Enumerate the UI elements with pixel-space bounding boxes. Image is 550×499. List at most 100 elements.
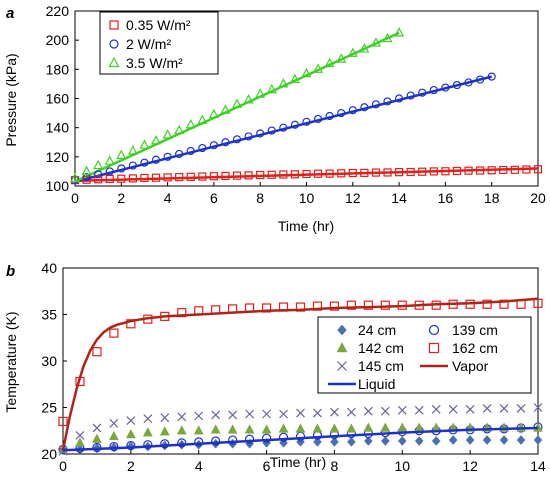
data-point xyxy=(347,47,358,57)
data-point xyxy=(70,172,80,183)
panel-a-label: a xyxy=(6,5,14,22)
data-point xyxy=(143,414,153,424)
data-point xyxy=(414,405,424,415)
series-fit-line xyxy=(74,75,493,183)
data-point xyxy=(255,88,266,98)
data-point xyxy=(228,410,238,420)
data-point xyxy=(380,436,390,446)
data-point xyxy=(371,100,381,109)
data-point xyxy=(117,174,126,183)
data-point xyxy=(516,435,526,445)
data-point xyxy=(452,80,462,90)
data-point xyxy=(414,436,424,446)
panel-a-legend-box xyxy=(99,11,219,75)
data-point xyxy=(125,428,136,439)
data-point xyxy=(448,435,458,445)
data-point xyxy=(128,174,137,183)
data-point xyxy=(245,409,255,419)
data-point xyxy=(364,436,373,446)
data-point xyxy=(313,63,324,73)
data-point xyxy=(452,166,462,176)
data-point xyxy=(482,299,492,309)
panel-b-y-axis-label: Temperature (K) xyxy=(3,311,19,412)
data-point xyxy=(499,435,509,445)
legend-marker xyxy=(337,324,347,336)
data-point xyxy=(58,446,68,456)
data-point xyxy=(360,168,369,177)
x-tick-label: 2 xyxy=(127,458,135,474)
data-point xyxy=(348,106,357,115)
data-point xyxy=(94,170,103,179)
data-point xyxy=(476,75,485,84)
data-point xyxy=(151,155,161,164)
data-point xyxy=(533,435,543,445)
y-tick-label: 160 xyxy=(46,91,70,107)
panel-b-legend: 24 cm 139 cm 142 cm 162 cm 145 cm Vapor Liquid xyxy=(317,316,532,394)
data-point xyxy=(429,167,438,176)
data-point xyxy=(487,72,496,81)
data-point xyxy=(313,437,322,447)
data-point xyxy=(383,97,392,106)
data-point xyxy=(194,411,204,421)
x-tick-label: 12 xyxy=(462,458,478,474)
panel-a-legend: 0.35 W/m² 2 W/m² 3.5 W/m² xyxy=(99,11,219,75)
data-point xyxy=(159,426,170,436)
data-point xyxy=(418,167,427,176)
data-point xyxy=(313,169,323,178)
data-point xyxy=(186,146,195,156)
y-tick-label: 200 xyxy=(46,32,70,48)
data-point xyxy=(193,425,204,435)
data-point xyxy=(395,168,404,177)
data-point xyxy=(174,124,185,135)
data-point xyxy=(325,169,334,178)
data-point xyxy=(160,439,170,449)
x-tick-label: 14 xyxy=(530,458,546,474)
data-point xyxy=(256,129,265,138)
data-point xyxy=(302,117,311,126)
data-point xyxy=(278,423,289,433)
data-point xyxy=(211,436,221,446)
data-point xyxy=(397,436,407,446)
data-point xyxy=(533,165,543,174)
panel-b-label: b xyxy=(6,263,15,280)
data-point xyxy=(81,165,92,176)
data-point xyxy=(244,171,253,180)
data-point xyxy=(360,103,369,112)
data-point xyxy=(278,78,289,88)
data-point xyxy=(267,170,276,179)
data-point xyxy=(380,422,391,432)
data-point xyxy=(105,167,114,176)
data-point xyxy=(139,139,150,149)
data-point xyxy=(516,404,526,413)
panel-b-x-axis-label: Time (hr) xyxy=(270,454,326,470)
data-point xyxy=(126,441,136,451)
data-point xyxy=(175,173,184,182)
panel-a-x-axis-label: Time (hr) xyxy=(278,218,334,234)
data-point xyxy=(244,424,255,434)
data-point xyxy=(197,114,208,124)
data-point xyxy=(109,441,119,452)
data-point xyxy=(510,165,519,174)
data-point xyxy=(256,170,265,180)
x-tick-label: 6 xyxy=(263,458,271,474)
legend-marker xyxy=(428,324,440,336)
data-point xyxy=(448,404,458,414)
data-point xyxy=(313,408,322,418)
data-point xyxy=(337,169,346,178)
data-point xyxy=(185,118,196,129)
y-tick-label: 220 xyxy=(46,3,70,19)
data-point xyxy=(92,433,102,443)
data-point xyxy=(290,120,300,129)
data-point xyxy=(140,158,149,167)
legend-label: Vapor xyxy=(452,358,489,374)
data-point xyxy=(363,422,374,432)
data-point xyxy=(279,170,288,179)
data-point xyxy=(128,161,137,170)
x-tick-label: 12 xyxy=(345,190,361,206)
legend-marker xyxy=(109,39,119,49)
legend-label: 0.35 W/m² xyxy=(126,17,191,33)
data-point xyxy=(336,53,347,63)
panel-a-y-axis-label: Pressure (kPa) xyxy=(3,53,19,146)
data-point xyxy=(227,424,238,434)
data-point xyxy=(261,433,272,443)
